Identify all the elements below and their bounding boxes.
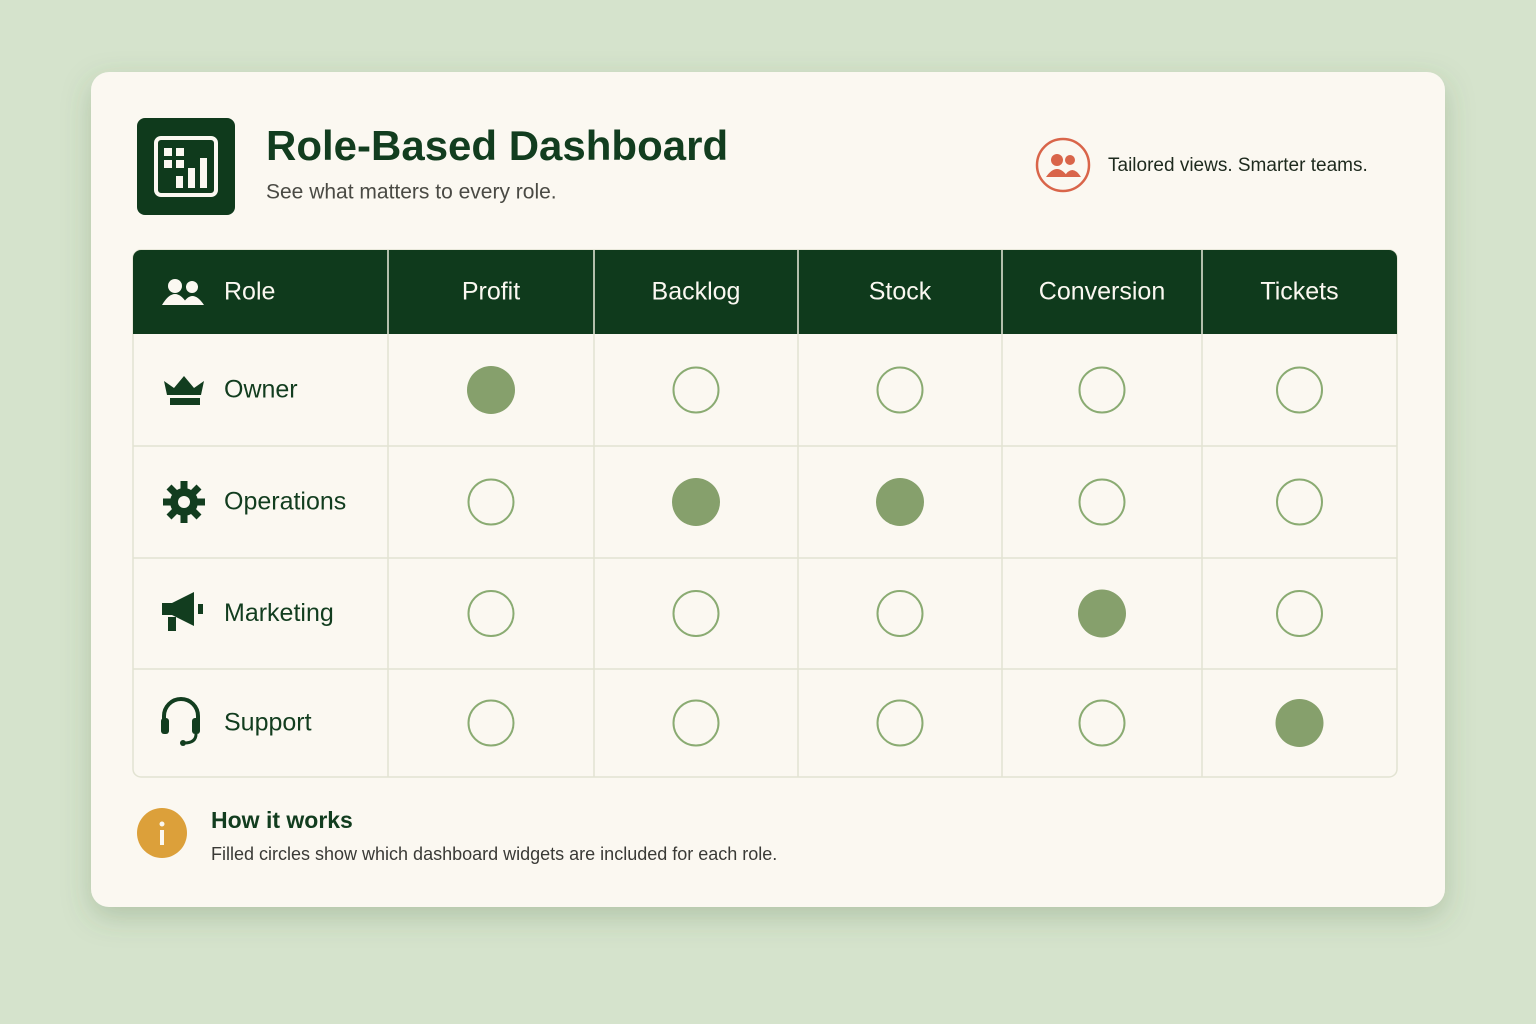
app-icon	[137, 118, 235, 215]
team-icon	[1035, 137, 1091, 193]
empty-dot	[672, 699, 720, 747]
footer-title: How it works	[211, 807, 353, 833]
role-name: Operations	[224, 488, 346, 516]
column-header: Stock	[869, 278, 932, 306]
megaphone-icon	[162, 592, 203, 631]
headset-icon	[161, 697, 200, 746]
title: Role-Based Dashboard	[266, 122, 728, 169]
gear-icon	[163, 481, 205, 523]
header-people-icon	[162, 279, 204, 305]
empty-dot	[467, 590, 515, 637]
subtitle: See what matters to every role.	[266, 181, 557, 204]
empty-dot	[876, 366, 924, 414]
role-name: Marketing	[224, 599, 334, 627]
tagline: Tailored views. Smarter teams.	[1108, 155, 1368, 176]
empty-dot	[1078, 366, 1126, 414]
empty-dot	[467, 699, 515, 747]
empty-dot	[876, 590, 924, 637]
column-header: Conversion	[1039, 278, 1165, 306]
empty-dot	[1276, 366, 1323, 414]
filled-dot	[876, 478, 924, 526]
info-icon	[137, 808, 187, 858]
empty-dot	[1276, 478, 1323, 526]
column-header: Tickets	[1260, 278, 1338, 306]
role-icons	[161, 279, 205, 746]
filled-dot	[1275, 699, 1324, 747]
role-name: Support	[224, 709, 312, 737]
empty-dot	[1078, 699, 1126, 747]
empty-dot	[672, 590, 720, 637]
empty-dot	[1078, 478, 1126, 526]
empty-dot	[1276, 590, 1323, 637]
crown-icon	[164, 376, 204, 405]
footer-text: Filled circles show which dashboard widg…	[211, 844, 777, 864]
filled-dot	[672, 478, 720, 526]
column-header: Backlog	[652, 278, 741, 306]
column-header: Profit	[462, 278, 520, 306]
empty-dot	[467, 478, 515, 526]
empty-dot	[672, 366, 720, 414]
filled-dot	[1078, 589, 1126, 638]
filled-dot	[467, 366, 515, 414]
empty-dot	[876, 699, 924, 747]
role-name: Owner	[224, 376, 298, 404]
column-header: Role	[224, 278, 275, 306]
